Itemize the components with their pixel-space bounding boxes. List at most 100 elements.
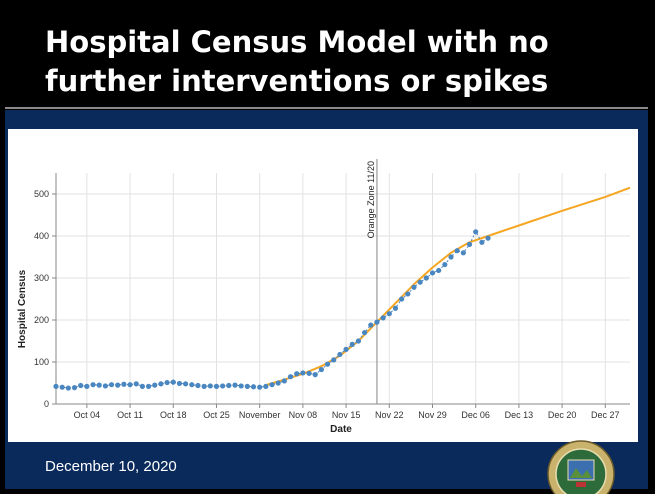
observed-point [337,351,343,358]
annotation: Orange Zone 11/20 [366,159,378,404]
observed-point [78,382,84,389]
observed-point [65,385,71,391]
observed-point [473,229,479,235]
x-axis-title: Date [330,424,352,435]
observed-point [417,279,423,285]
x-tick-label: Dec 13 [505,410,534,420]
observed-point [442,261,448,268]
observed-point [232,382,238,388]
y-tick-label: 300 [34,273,49,283]
observed-point [466,241,473,247]
observed-point [201,383,207,389]
observed-point [90,382,96,388]
observed-point [96,382,102,388]
x-tick-label: Dec 20 [548,410,577,420]
y-tick-label: 500 [34,189,49,199]
observed-point [238,383,244,389]
observed-point [250,384,257,390]
x-tick-label: Oct 25 [203,410,230,420]
observed-point [127,382,133,388]
observed-point [263,383,269,389]
observed-point [386,311,392,317]
observed-point [133,381,139,387]
observed-point [244,383,250,389]
title-bar: Hospital Census Model with no further in… [5,5,648,109]
observed-line [55,230,489,389]
observed-point [84,383,90,389]
observed-point [220,383,226,389]
x-tick-label: November [239,410,281,420]
model-series [265,186,631,387]
observed-point [145,383,152,389]
observed-point [448,254,454,260]
axes: 0 100 200 300 400 500 Oct 04 Oct 11 Oct 18 Oct 25… [34,173,630,420]
x-tick-label: Oct 04 [74,410,101,420]
observed-point [59,384,65,390]
observed-point [411,284,417,290]
observed-point [275,380,281,386]
observed-point [189,382,195,388]
observed-point [312,372,318,378]
observed-point [195,382,201,389]
observed-point [436,267,442,274]
grid-lines [56,173,630,405]
observed-point [108,382,115,388]
seal-icon [547,440,615,494]
slide-title: Hospital Census Model with no further in… [45,25,549,98]
observed-point [121,381,127,387]
observed-point [454,248,460,254]
observed-point [53,383,59,389]
observed-series [53,229,491,391]
y-tick-label: 100 [34,357,49,367]
x-tick-label: Oct 11 [117,410,143,420]
y-axis-title: Hospital Census [17,269,28,348]
observed-point [226,382,232,389]
chart-panel: 0 100 200 300 400 500 Oct 04 Oct 11 Oct 18 Oct 25… [8,129,638,442]
observed-point [324,361,331,367]
y-tick-label: 400 [34,231,49,241]
observed-point [213,383,220,389]
slide-date: December 10, 2020 [45,458,177,475]
observed-point [164,379,170,386]
observed-point [294,371,300,377]
observed-point [306,370,312,376]
observed-point [281,378,287,384]
observed-point [115,382,121,388]
observed-point [405,291,411,297]
observed-point [374,319,380,325]
observed-point [318,366,324,373]
observed-point [479,239,485,245]
observed-point [300,370,306,376]
census-chart: 0 100 200 300 400 500 Oct 04 Oct 11 Oct 18 Oct 25… [17,159,631,435]
observed-point [257,384,263,390]
observed-point [170,379,176,385]
observed-point [429,270,436,276]
observed-point [152,382,158,388]
x-tick-label: Nov 22 [375,410,404,420]
y-tick-label: 200 [34,315,49,325]
observed-point [349,341,355,347]
observed-point [362,330,368,336]
observed-point [380,315,386,321]
observed-point [392,305,399,311]
observed-point [485,235,491,241]
observed-point [176,380,183,387]
observed-point [139,383,146,389]
x-tick-label: Oct 18 [160,410,187,420]
y-tick-label: 0 [44,399,49,409]
observed-point [102,383,108,389]
observed-point [355,338,362,344]
observed-point [343,346,349,352]
annotation-label: Orange Zone 11/20 [366,161,376,238]
x-tick-label: Nov 08 [289,410,318,420]
x-tick-label: Dec 27 [591,410,620,420]
observed-point [158,381,164,387]
observed-point [71,385,78,391]
observed-point [423,275,429,281]
observed-point [368,322,374,328]
observed-point [460,250,466,256]
observed-point [399,296,405,302]
x-tick-label: Dec 06 [461,410,490,420]
x-tick-label: Nov 15 [332,410,361,420]
